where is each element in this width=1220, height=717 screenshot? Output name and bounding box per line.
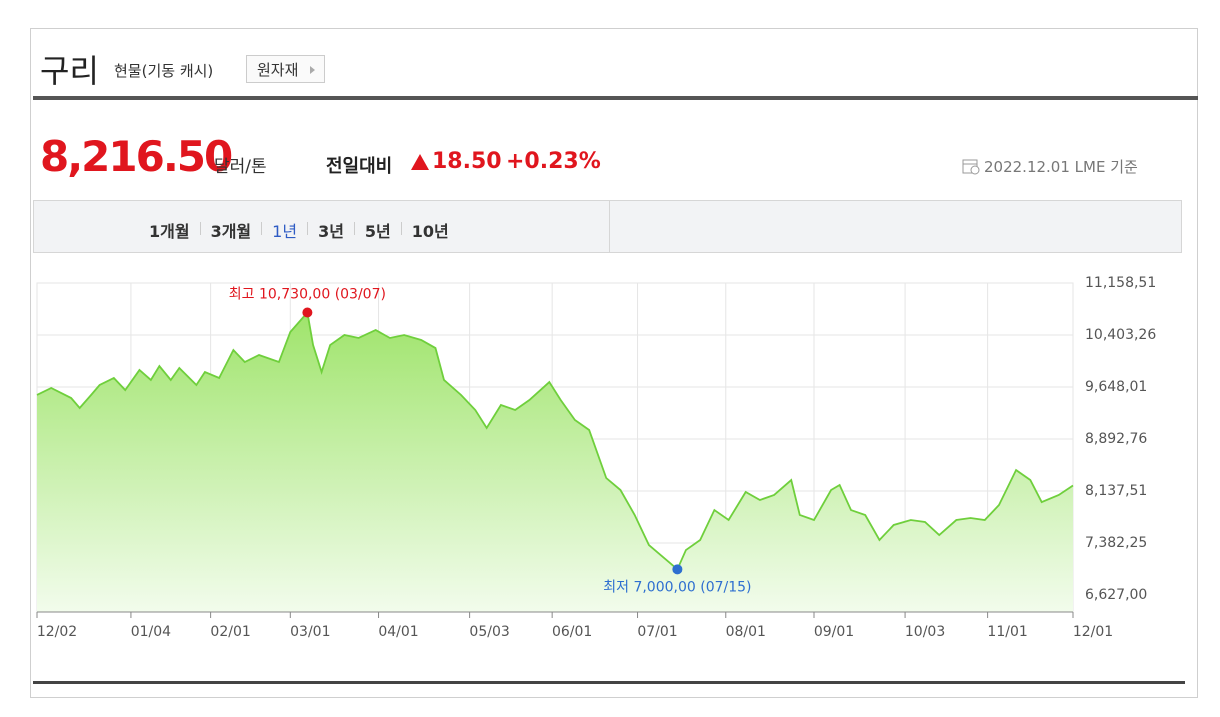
tab-separator bbox=[307, 222, 309, 235]
y-tick-label: 11,158,51 bbox=[1085, 275, 1156, 291]
x-tick-label: 03/01 bbox=[290, 624, 330, 640]
category-button[interactable]: 원자재 bbox=[246, 55, 326, 83]
tab-separator bbox=[353, 222, 355, 235]
calendar-icon bbox=[962, 159, 980, 175]
title: 구리 bbox=[40, 52, 99, 90]
unit: 달러/톤 bbox=[214, 157, 267, 177]
period-tab[interactable]: 10년 bbox=[411, 222, 449, 241]
period-tab[interactable]: 3개월 bbox=[210, 222, 252, 241]
divider bbox=[33, 96, 1198, 100]
y-tick-label: 9,648,01 bbox=[1085, 379, 1147, 395]
area-fill bbox=[37, 312, 1073, 612]
frame bbox=[30, 28, 1198, 698]
x-tick-label: 12/01 bbox=[1073, 624, 1113, 640]
x-tick-label: 01/04 bbox=[131, 624, 171, 640]
x-tick-label: 02/01 bbox=[210, 624, 250, 640]
annotation-label: 최고 10,730,00 (03/07) bbox=[229, 287, 386, 303]
x-tick-label: 05/03 bbox=[469, 624, 509, 640]
period-tab[interactable]: 5년 bbox=[364, 222, 391, 241]
period-tab[interactable]: 1년 bbox=[272, 222, 298, 241]
tab-separator bbox=[261, 222, 263, 235]
x-tick-label: 06/01 bbox=[552, 624, 592, 640]
period-tabs: 1개월 3개월 1년 3년 5년 10년 bbox=[33, 200, 1182, 253]
price-line bbox=[36, 310, 1074, 571]
y-tick-label: 10,403,26 bbox=[1085, 327, 1156, 343]
tab-separator bbox=[199, 222, 201, 235]
x-tick-label: 12/02 bbox=[37, 624, 77, 640]
divider bbox=[33, 681, 1185, 684]
y-tick-label: 6,627,00 bbox=[1085, 587, 1147, 603]
x-tick-label: 10/03 bbox=[905, 624, 945, 640]
y-tick-label: 8,892,76 bbox=[1085, 431, 1147, 447]
y-tick-label: 8,137,51 bbox=[1085, 483, 1147, 499]
x-tick-label: 09/01 bbox=[814, 624, 854, 640]
x-tick-label: 07/01 bbox=[637, 624, 677, 640]
subtitle: 현물(기동 캐시) bbox=[114, 62, 214, 80]
annotation-point bbox=[672, 564, 683, 575]
annotation-label: 최저 7,000,00 (07/15) bbox=[603, 579, 751, 595]
change-label: 전일대비 bbox=[326, 156, 393, 177]
y-tick-label: 7,382,25 bbox=[1085, 535, 1147, 551]
period-tab[interactable]: 1개월 bbox=[149, 222, 190, 241]
x-tick-label: 04/01 bbox=[378, 624, 418, 640]
change-pct: +0.23% bbox=[506, 149, 601, 174]
annotation-point bbox=[302, 307, 313, 318]
tab-separator bbox=[400, 222, 402, 235]
date: 2022.12.01 LME 기준 bbox=[984, 158, 1138, 176]
x-tick-label: 11/01 bbox=[987, 624, 1027, 640]
change: 18.50 bbox=[432, 149, 502, 174]
price: 8,216.50 bbox=[40, 132, 233, 181]
period-tab[interactable]: 3년 bbox=[318, 222, 344, 241]
up-icon bbox=[411, 154, 429, 170]
x-tick-label: 08/01 bbox=[726, 624, 766, 640]
